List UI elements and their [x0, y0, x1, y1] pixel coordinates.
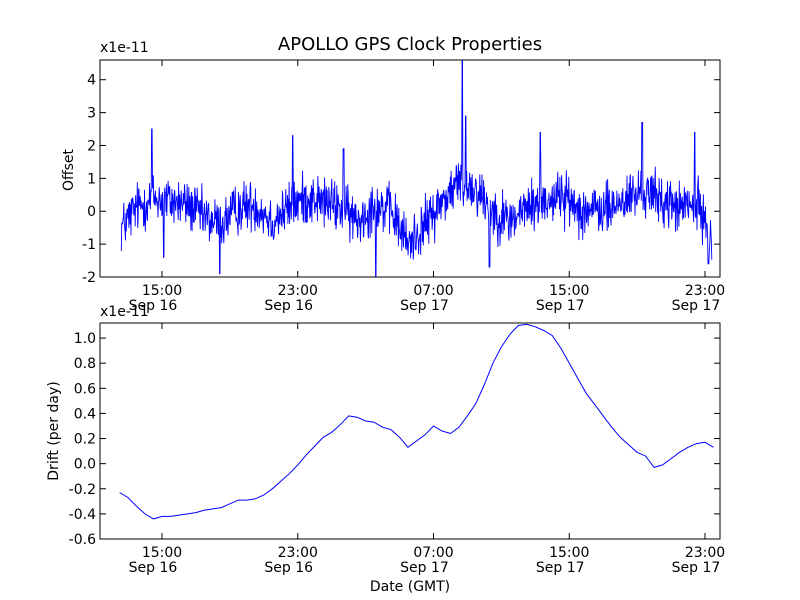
y-tick-label: 3 — [87, 106, 96, 122]
y-tick-label: 0.0 — [74, 457, 96, 473]
y-tick-label: -0.2 — [69, 482, 96, 498]
x-tick-date-label: Sep 17 — [672, 560, 721, 576]
offset-series-line — [120, 60, 713, 277]
x-tick-time-label: 07:00 — [413, 545, 453, 561]
drift-series-line — [119, 323, 714, 520]
offset-chart: APOLLO GPS Clock Properties x1e-11 Offse… — [61, 34, 725, 314]
x-tick-date-label: Sep 16 — [264, 298, 313, 314]
y-tick-label: -0.6 — [69, 532, 96, 548]
drift-x-axis-label: Date (GMT) — [370, 579, 450, 595]
offset-series-group — [120, 60, 713, 277]
x-tick-date-label: Sep 16 — [264, 560, 313, 576]
x-tick-time-label: 15:00 — [549, 545, 589, 561]
chart-title: APOLLO GPS Clock Properties — [278, 34, 542, 55]
x-tick-date-label: Sep 17 — [536, 560, 585, 576]
offset-plot-frame — [99, 59, 721, 278]
y-tick-label: -2 — [82, 270, 96, 286]
x-tick-time-label: 23:00 — [685, 545, 725, 561]
x-tick-time-label: 23:00 — [278, 283, 318, 299]
drift-chart: x1e-11 Drift (per day) Date (GMT) -0.6 -0… — [46, 304, 725, 595]
y-tick-label: 2 — [87, 138, 96, 154]
x-tick-time-label: 23:00 — [685, 283, 725, 299]
x-tick-date-label: Sep 17 — [400, 298, 449, 314]
y-tick-label: -0.4 — [69, 507, 96, 523]
x-tick-date-label: Sep 17 — [400, 560, 449, 576]
y-tick-label: 1 — [87, 171, 96, 187]
y-tick-label: -1 — [82, 237, 96, 253]
x-tick-time-label: 15:00 — [549, 283, 589, 299]
y-tick-label: 0.8 — [74, 356, 96, 372]
drift-plot-frame — [99, 322, 721, 540]
drift-y-axis-label: Drift (per day) — [46, 381, 62, 480]
drift-y-multiplier: x1e-11 — [100, 304, 149, 320]
x-tick-date-label: Sep 17 — [536, 298, 585, 314]
x-tick-time-label: 15:00 — [142, 545, 182, 561]
x-tick-time-label: 07:00 — [413, 283, 453, 299]
y-tick-label: 0.2 — [74, 432, 96, 448]
x-tick-date-label: Sep 17 — [672, 298, 721, 314]
x-tick-time-label: 15:00 — [142, 283, 182, 299]
y-tick-label: 0.6 — [74, 381, 96, 397]
y-tick-label: 4 — [87, 73, 96, 89]
y-tick-label: 0.4 — [74, 406, 96, 422]
x-tick-date-label: Sep 16 — [129, 298, 178, 314]
x-tick-time-label: 23:00 — [278, 545, 318, 561]
y-tick-label: 0 — [87, 204, 96, 220]
y-tick-label: 1.0 — [74, 331, 96, 347]
x-tick-date-label: Sep 16 — [129, 560, 178, 576]
drift-series-group — [119, 323, 714, 520]
offset-y-axis-label: Offset — [61, 148, 77, 191]
offset-y-multiplier: x1e-11 — [100, 40, 149, 56]
